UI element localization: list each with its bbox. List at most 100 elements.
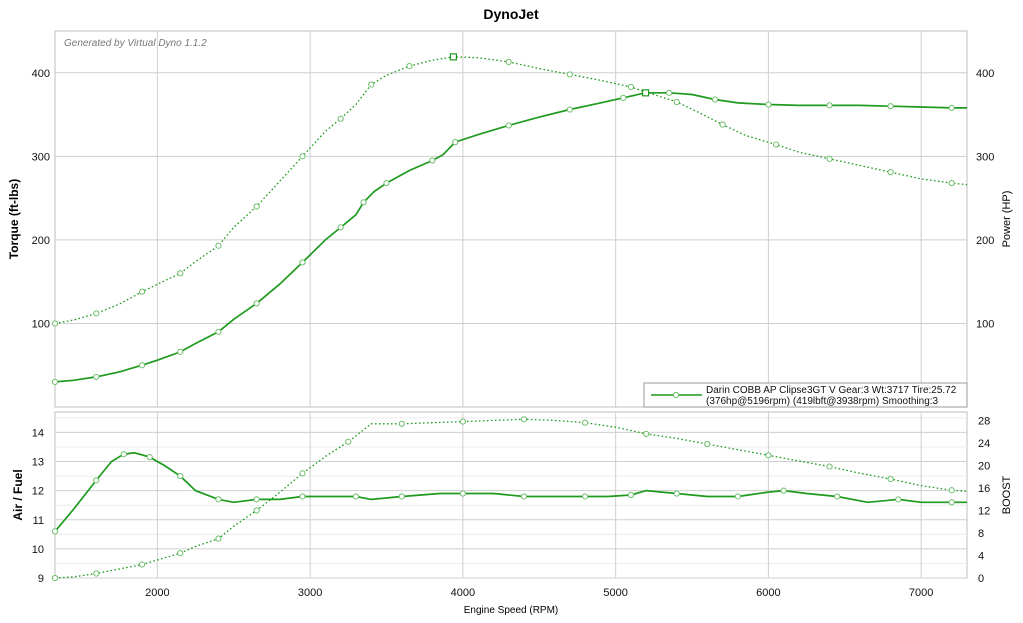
bottom-boost-point — [643, 430, 650, 438]
bottom-tick-left: 13 — [32, 457, 44, 469]
bottom-afr-point — [398, 493, 405, 500]
top-tick-left: 300 — [32, 151, 50, 163]
x-tick-label: 2000 — [145, 587, 169, 599]
x-tick-label: 6000 — [756, 587, 780, 599]
watermark: Generated by Virtual Dyno 1.1.2 — [64, 38, 207, 49]
bottom-y-axis-label-right: BOOST — [1001, 475, 1013, 514]
bottom-afr-point — [177, 472, 184, 480]
bottom-tick-right: 12 — [978, 505, 990, 517]
top-torque-point — [368, 81, 375, 88]
bottom-tick-left: 11 — [33, 515, 44, 527]
bottom-boost-point — [138, 561, 146, 568]
bottom-boost-point — [581, 419, 589, 426]
top-tick-right: 100 — [976, 318, 994, 330]
bottom-tick-right: 24 — [978, 438, 990, 450]
bottom-afr-point — [253, 496, 260, 503]
bottom-boost-point — [765, 452, 772, 459]
bottom-afr-point — [834, 493, 841, 500]
bottom-afr-point — [673, 490, 680, 497]
top-panel-grid — [55, 31, 967, 407]
bottom-afr-point — [352, 493, 360, 500]
bottom-afr-point — [520, 493, 528, 500]
top-power-point — [299, 259, 306, 266]
top-torque-line — [54, 56, 968, 325]
top-power-line — [54, 91, 967, 383]
top-tick-left: 100 — [32, 318, 50, 330]
top-torque-point — [566, 71, 573, 78]
top-tick-right: 400 — [976, 68, 994, 80]
top-tick-left: 200 — [32, 235, 50, 247]
top-power-point — [93, 373, 100, 381]
bottom-tick-right: 0 — [978, 573, 984, 585]
bottom-afr-point — [780, 487, 787, 494]
top-tick-left: 400 — [32, 68, 50, 80]
top-torque-point — [253, 203, 260, 210]
top-power-point — [826, 102, 833, 109]
legend-swatch-marker — [672, 391, 680, 399]
bottom-afr-point — [581, 493, 589, 500]
bottom-afr-point — [93, 477, 100, 484]
top-power-point — [429, 157, 436, 164]
top-torque-point — [93, 310, 100, 317]
x-tick-label: 5000 — [603, 587, 627, 599]
top-torque-point — [215, 242, 222, 249]
bottom-boost-point — [459, 418, 466, 425]
top-panel-series — [51, 53, 968, 386]
top-power-point — [51, 378, 59, 386]
bottom-boost-point — [520, 416, 528, 423]
top-power-point — [360, 199, 367, 206]
bottom-afr-point — [51, 528, 59, 535]
bottom-afr-point — [734, 493, 741, 500]
top-power-point — [505, 122, 512, 129]
bottom-boost-point — [398, 420, 405, 427]
bottom-boost-point — [93, 570, 100, 577]
top-torque-point — [627, 83, 635, 91]
top-power-point — [177, 348, 184, 355]
bottom-tick-right: 20 — [978, 460, 990, 472]
top-tick-right: 300 — [976, 151, 994, 163]
peak-torque-marker — [449, 53, 458, 61]
top-power-point — [215, 328, 222, 335]
bottom-tick-right: 28 — [978, 415, 990, 427]
legend: Darin COBB AP Clipse3GT V Gear:3 Wt:3717… — [643, 382, 968, 408]
top-power-point — [620, 94, 627, 101]
top-panel: Generated by Virtual Dyno 1.1.2 100 100 20… — [7, 30, 1013, 408]
bottom-afr-point — [895, 496, 902, 503]
chart-title: DynoJet — [483, 6, 539, 22]
top-power-point — [383, 179, 390, 187]
top-torque-point — [826, 155, 833, 162]
bottom-tick-left: 12 — [32, 486, 44, 498]
bottom-tick-left: 9 — [38, 573, 44, 585]
top-power-point — [337, 224, 344, 231]
bottom-panel-ticks: 9 10 11 12 13 14 0 4 8 12 16 20 24 28 2000 3000 4000 5000… — [32, 415, 991, 599]
top-torque-point — [772, 141, 780, 148]
x-tick-label: 7000 — [909, 587, 933, 599]
top-torque-point — [406, 62, 413, 70]
top-torque-point — [299, 153, 306, 160]
bottom-boost-point — [704, 440, 711, 448]
legend-line-2: (376hp@5196rpm) (419lbft@3938rpm) Smooth… — [706, 396, 939, 407]
bottom-boost-line — [54, 418, 968, 579]
top-power-point — [666, 89, 673, 96]
top-tick-right: 200 — [976, 235, 994, 247]
legend-line-1: Darin COBB AP Clipse3GT V Gear:3 Wt:3717… — [706, 385, 957, 396]
top-torque-point — [673, 98, 680, 106]
bottom-boost-point — [215, 535, 222, 542]
top-torque-point — [51, 320, 59, 327]
bottom-boost-point — [948, 487, 955, 494]
bottom-boost-point — [51, 574, 59, 582]
bottom-afr-point — [459, 490, 466, 497]
top-power-point — [711, 96, 719, 103]
bottom-boost-point — [299, 470, 306, 477]
bottom-boost-point — [887, 475, 894, 483]
bottom-panel-series — [51, 416, 968, 582]
bottom-boost-point — [177, 550, 184, 557]
bottom-afr-line — [54, 451, 967, 532]
top-power-point — [765, 101, 772, 108]
bottom-afr-point — [627, 491, 635, 499]
bottom-tick-right: 8 — [978, 528, 984, 540]
x-tick-label: 3000 — [298, 587, 322, 599]
bottom-panel-grid — [55, 412, 967, 579]
peak-power-marker — [641, 89, 650, 97]
bottom-panel: 9 10 11 12 13 14 0 4 8 12 16 20 24 28 2000 3000 4000 5000… — [11, 411, 1013, 616]
